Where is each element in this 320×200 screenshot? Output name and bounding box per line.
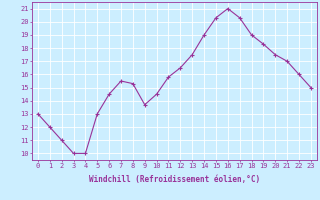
X-axis label: Windchill (Refroidissement éolien,°C): Windchill (Refroidissement éolien,°C) [89, 175, 260, 184]
